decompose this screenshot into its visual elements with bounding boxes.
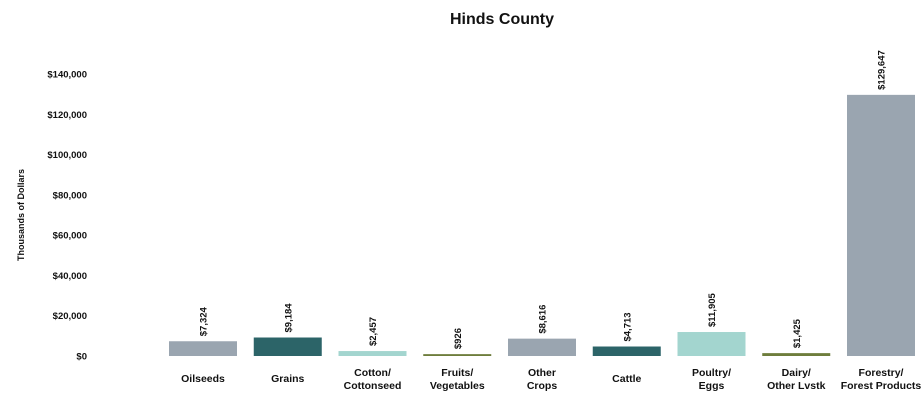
data-label: $2,457 bbox=[368, 317, 379, 346]
y-tick-label: $40,000 bbox=[53, 271, 87, 282]
y-tick-label: $60,000 bbox=[53, 231, 87, 242]
data-label: $4,713 bbox=[622, 312, 633, 341]
y-tick-label: $140,000 bbox=[47, 70, 87, 81]
x-tick-label-line: Eggs bbox=[699, 380, 725, 392]
data-label: $129,647 bbox=[877, 50, 888, 90]
y-axis-ticks: $0 $20,000 $40,000 $60,000 $80,000 $100,000 $1… bbox=[47, 70, 87, 363]
bar bbox=[169, 341, 237, 356]
bar bbox=[253, 337, 322, 356]
x-tick-label-line: Vegetables bbox=[430, 380, 485, 392]
data-label: $7,324 bbox=[199, 306, 210, 336]
bar bbox=[762, 353, 831, 356]
x-tick-label: Cattle bbox=[612, 373, 641, 385]
bar bbox=[338, 351, 407, 356]
y-tick-label: $0 bbox=[76, 352, 87, 363]
bar bbox=[592, 346, 661, 356]
x-tick-label-line: Dairy/ bbox=[782, 367, 811, 379]
x-tick-label-line: Cattle bbox=[612, 373, 641, 385]
x-tick-label: Poultry/Eggs bbox=[692, 367, 731, 392]
chart-title: Hinds County bbox=[450, 11, 554, 28]
y-tick-label: $120,000 bbox=[47, 110, 87, 121]
data-label: $9,184 bbox=[283, 303, 294, 333]
x-tick-label: Fruits/Vegetables bbox=[430, 367, 485, 392]
data-label: $1,425 bbox=[792, 318, 803, 348]
x-tick-label-line: Forest Products bbox=[841, 380, 922, 392]
data-label: $926 bbox=[453, 328, 464, 349]
x-tick-label-line: Cotton/ bbox=[354, 367, 391, 379]
x-tick-label-line: Other bbox=[528, 367, 556, 379]
data-label: $8,616 bbox=[538, 305, 549, 334]
x-tick-label-line: Fruits/ bbox=[441, 367, 473, 379]
y-axis-label: Thousands of Dollars bbox=[16, 169, 26, 261]
bar bbox=[847, 94, 915, 357]
x-axis-ticks: Oilseeds Grains Cotton/Cottonseed Fruits/Ve… bbox=[181, 367, 921, 392]
x-tick-label-line: Other Lvstk bbox=[767, 380, 826, 392]
x-tick-label-line: Grains bbox=[271, 373, 304, 385]
bar bbox=[677, 332, 746, 356]
data-label: $11,905 bbox=[707, 292, 718, 327]
x-tick-label-line: Poultry/ bbox=[692, 367, 731, 379]
x-tick-label-line: Cottonseed bbox=[344, 380, 402, 392]
x-tick-label: Dairy/Other Lvstk bbox=[767, 367, 826, 392]
x-tick-label-line: Oilseeds bbox=[181, 373, 225, 385]
y-tick-label: $20,000 bbox=[53, 311, 87, 322]
bar bbox=[508, 338, 576, 356]
data-labels: $7,324 $9,184 $2,457 $926 $8,616 $4,713 $11,90… bbox=[199, 50, 888, 349]
y-tick-label: $100,000 bbox=[47, 150, 87, 161]
x-tick-label-line: Forestry/ bbox=[859, 367, 904, 379]
x-tick-label-line: Crops bbox=[527, 380, 557, 392]
y-tick-label: $80,000 bbox=[53, 190, 87, 201]
bars bbox=[169, 94, 915, 357]
x-tick-label: Cotton/Cottonseed bbox=[344, 367, 402, 392]
x-tick-label: Oilseeds bbox=[181, 373, 225, 385]
x-tick-label: Grains bbox=[271, 373, 304, 385]
x-tick-label: Forestry/Forest Products bbox=[841, 367, 922, 392]
x-tick-label: Other Crops bbox=[527, 367, 557, 392]
bar bbox=[423, 354, 492, 356]
